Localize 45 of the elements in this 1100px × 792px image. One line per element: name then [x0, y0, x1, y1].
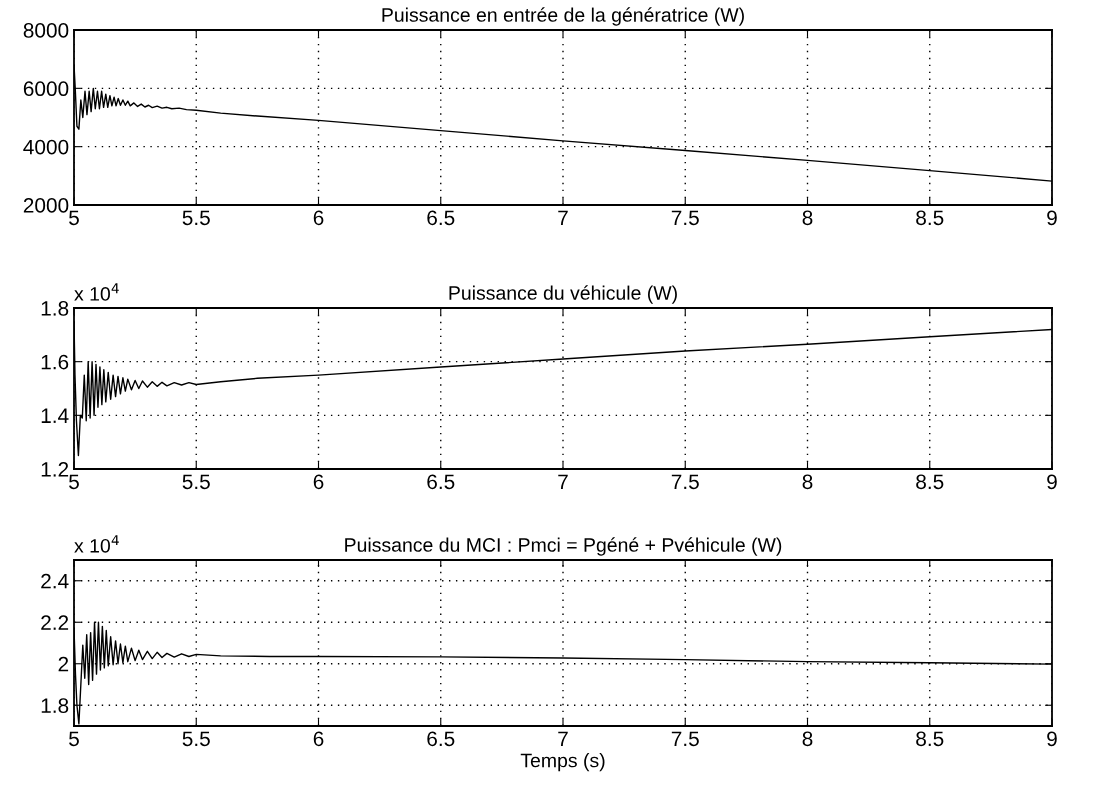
y-tick-label: 1.2	[41, 462, 69, 477]
x-tick-label: 9	[1047, 731, 1057, 747]
x-tick-label: 7	[558, 731, 568, 746]
y-tick-label: 1.6	[41, 354, 69, 370]
y-tick-label: 4000	[23, 139, 69, 155]
x-tick-label: 6	[313, 731, 324, 747]
x-axis-title: Temps (s)	[520, 753, 605, 772]
y-tick-label: 6000	[23, 81, 69, 97]
y-tick-label: 8000	[23, 23, 69, 38]
x-tick-label: 5.5	[182, 474, 210, 490]
x-tick-label: 6.5	[427, 731, 455, 747]
chart-title: Puissance du MCI : Pmci = Pgéné + Pvéhicule (W)	[345, 537, 782, 556]
text: x 10$^{4}$	[74, 535, 119, 553]
y-tick-label: 1.8	[41, 301, 69, 316]
x-tick-label: 8	[802, 474, 813, 490]
x-tick-label: 6.5	[427, 474, 455, 490]
x-tick-label: 7	[558, 474, 568, 489]
x-tick-label: 9	[1047, 210, 1057, 226]
y-tick-label: 2.4	[41, 573, 69, 589]
x-tick-label: 8	[802, 210, 813, 226]
x-tick-label: 8.5	[916, 210, 944, 226]
y-tick-label: 2000	[23, 198, 69, 213]
x-tick-label: 8.5	[916, 474, 944, 490]
x-tick-label: 6.5	[427, 210, 455, 226]
y-tick-label: 2	[58, 656, 69, 672]
x-tick-label: 7	[558, 210, 568, 225]
chart-title: Puissance en entrée de la génératrice (W)	[382, 7, 744, 26]
y-tick-label: 1.8	[41, 698, 69, 713]
x-tick-label: 6	[313, 210, 324, 226]
x-tick-label: 5.5	[182, 731, 210, 747]
x-tick-label: 8	[802, 731, 813, 747]
x-tick-label: 5	[69, 210, 79, 226]
x-tick-label: 5	[69, 474, 79, 490]
chart-title: Puissance du véhicule (W)	[449, 285, 677, 304]
text: x 10$^{4}$	[74, 283, 119, 301]
y-tick-label: 2.2	[41, 615, 69, 630]
x-tick-label: 5.5	[182, 210, 210, 226]
y-tick-label: 1.4	[41, 408, 69, 423]
x-tick-label: 7.5	[671, 474, 699, 490]
x-tick-label: 6	[313, 474, 324, 490]
x-tick-label: 8.5	[916, 731, 944, 747]
x-tick-label: 7.5	[671, 210, 699, 226]
x-tick-label: 5	[69, 731, 79, 747]
x-tick-label: 9	[1047, 474, 1057, 490]
x-tick-label: 7.5	[671, 731, 699, 747]
